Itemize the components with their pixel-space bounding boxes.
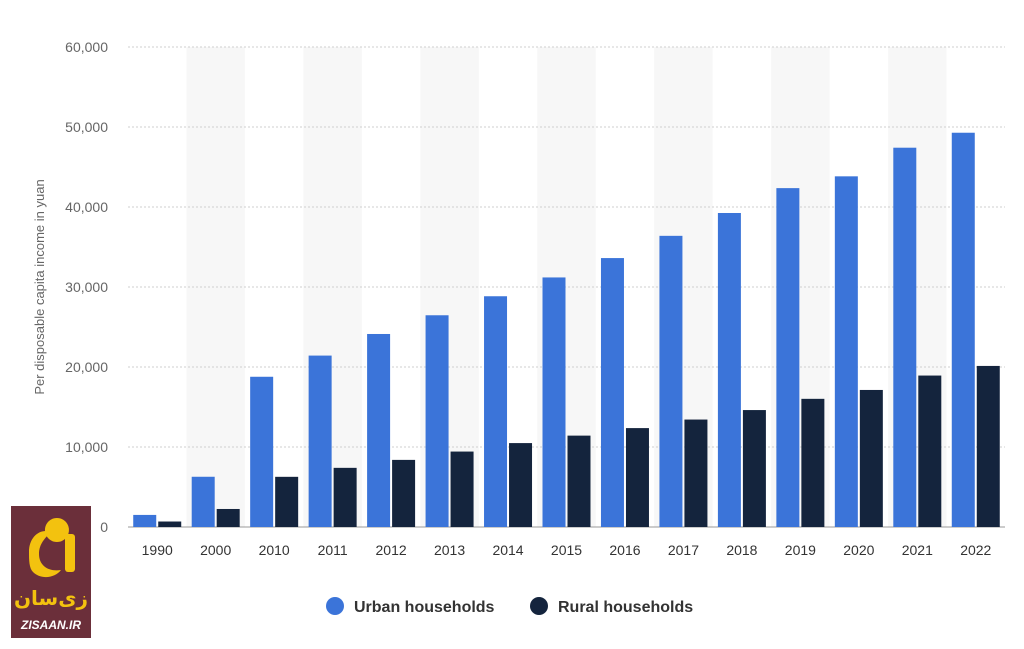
urban-bar-2019[interactable] (776, 188, 799, 527)
rural-bar-2021[interactable] (918, 376, 941, 527)
rural-bar-2016[interactable] (626, 428, 649, 527)
x-tick-label: 2014 (492, 542, 523, 558)
rural-bar-2017[interactable] (684, 420, 707, 527)
rural-bar-2000[interactable] (217, 509, 240, 527)
bar-chart: 0 10,000 20,000 30,000 40,000 50,000 60,000 19… (0, 0, 1024, 649)
rural-bar-2018[interactable] (743, 410, 766, 527)
rural-bar-2013[interactable] (451, 452, 474, 527)
rural-bar-2011[interactable] (334, 468, 357, 527)
urban-bar-2010[interactable] (250, 377, 273, 527)
legend-item-urban[interactable]: Urban households (326, 597, 495, 616)
urban-bar-2015[interactable] (543, 277, 566, 527)
y-tick-label: 30,000 (65, 279, 108, 295)
x-tick-label: 2010 (259, 542, 290, 558)
urban-bar-2017[interactable] (659, 236, 682, 527)
rural-bar-2010[interactable] (275, 477, 298, 527)
zisaan-logo-mark-icon (17, 514, 85, 582)
legend-marker-icon (326, 597, 344, 615)
x-tick-label: 2019 (785, 542, 816, 558)
y-tick-label: 50,000 (65, 119, 108, 135)
rural-bar-2014[interactable] (509, 443, 532, 527)
rural-bar-2012[interactable] (392, 460, 415, 527)
x-tick-label: 2013 (434, 542, 465, 558)
y-axis-title: Per disposable capita income in yuan (32, 179, 47, 394)
y-tick-label: 10,000 (65, 439, 108, 455)
watermark-site-text: ZISAAN.IR (11, 618, 91, 632)
rural-bar-2022[interactable] (977, 366, 1000, 527)
urban-bar-2011[interactable] (309, 356, 332, 527)
y-tick-label: 40,000 (65, 199, 108, 215)
y-tick-label: 0 (100, 519, 108, 535)
urban-bar-2012[interactable] (367, 334, 390, 527)
urban-bar-2016[interactable] (601, 258, 624, 527)
urban-bar-2013[interactable] (426, 315, 449, 527)
y-tick-label: 60,000 (65, 39, 108, 55)
urban-bar-1990[interactable] (133, 515, 156, 527)
x-tick-label: 2016 (609, 542, 640, 558)
urban-bar-2022[interactable] (952, 133, 975, 527)
legend-label: Urban households (354, 599, 495, 616)
x-tick-label: 2000 (200, 542, 231, 558)
rural-bar-2020[interactable] (860, 390, 883, 527)
x-tick-label: 2020 (843, 542, 874, 558)
urban-bar-2018[interactable] (718, 213, 741, 527)
legend-item-rural[interactable]: Rural households (530, 597, 693, 616)
urban-bar-2014[interactable] (484, 296, 507, 527)
legend-marker-icon (530, 597, 548, 615)
x-tick-label: 2011 (318, 542, 348, 558)
urban-bar-2020[interactable] (835, 176, 858, 527)
urban-bar-2021[interactable] (893, 148, 916, 527)
x-tick-label: 2012 (376, 542, 407, 558)
x-tick-labels: 1990 2000 2010 2011 2012 2013 2014 2015 2016 2017… (142, 542, 992, 558)
urban-bar-2000[interactable] (192, 477, 215, 527)
rural-bar-1990[interactable] (158, 522, 181, 527)
legend[interactable]: Urban households Rural households (326, 597, 693, 616)
x-tick-label: 2022 (960, 542, 991, 558)
y-tick-labels: 0 10,000 20,000 30,000 40,000 50,000 60,000 (65, 39, 108, 535)
x-tick-label: 2017 (668, 542, 699, 558)
y-tick-label: 20,000 (65, 359, 108, 375)
rural-bar-2015[interactable] (568, 436, 591, 527)
legend-label: Rural households (558, 599, 693, 616)
rural-bar-2019[interactable] (801, 399, 824, 527)
chart-stage: 0 10,000 20,000 30,000 40,000 50,000 60,000 19… (0, 0, 1024, 649)
x-tick-label: 2021 (902, 542, 933, 558)
x-tick-label: 2015 (551, 542, 582, 558)
zisaan-watermark-logo: زی‌سان ZISAAN.IR (11, 506, 91, 638)
x-tick-label: 1990 (142, 542, 173, 558)
watermark-persian-text: زی‌سان (11, 586, 91, 610)
x-tick-label: 2018 (726, 542, 757, 558)
